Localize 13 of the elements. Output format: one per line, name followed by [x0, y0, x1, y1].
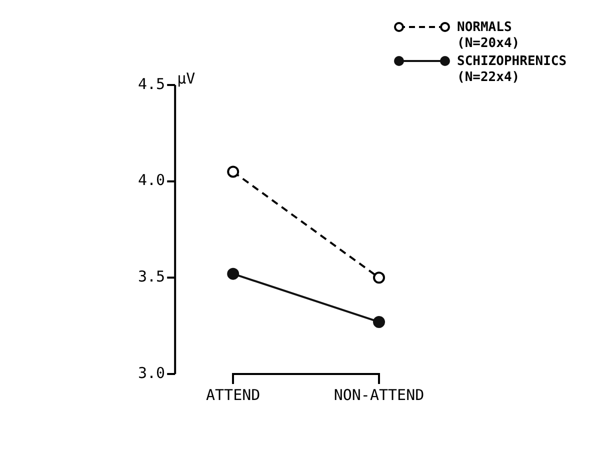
legend-label: SCHIZOPHRENICS (N=22x4) [457, 54, 568, 86]
y-axis-title: µV [177, 69, 196, 88]
y-tick-label: 3.0 [138, 364, 166, 382]
y-tick-label: 3.5 [138, 268, 166, 286]
point [227, 166, 240, 178]
point [227, 268, 240, 280]
x-tick-label: ATTEND [206, 386, 260, 404]
legend-label: NORMALS (N=20x4) [457, 20, 521, 52]
y-tick-label: 4.0 [138, 171, 166, 190]
point [373, 272, 385, 284]
y-tick-label: 4.5 [138, 74, 166, 93]
point [373, 316, 385, 328]
x-tick-label: NON-ATTEND [334, 386, 424, 404]
